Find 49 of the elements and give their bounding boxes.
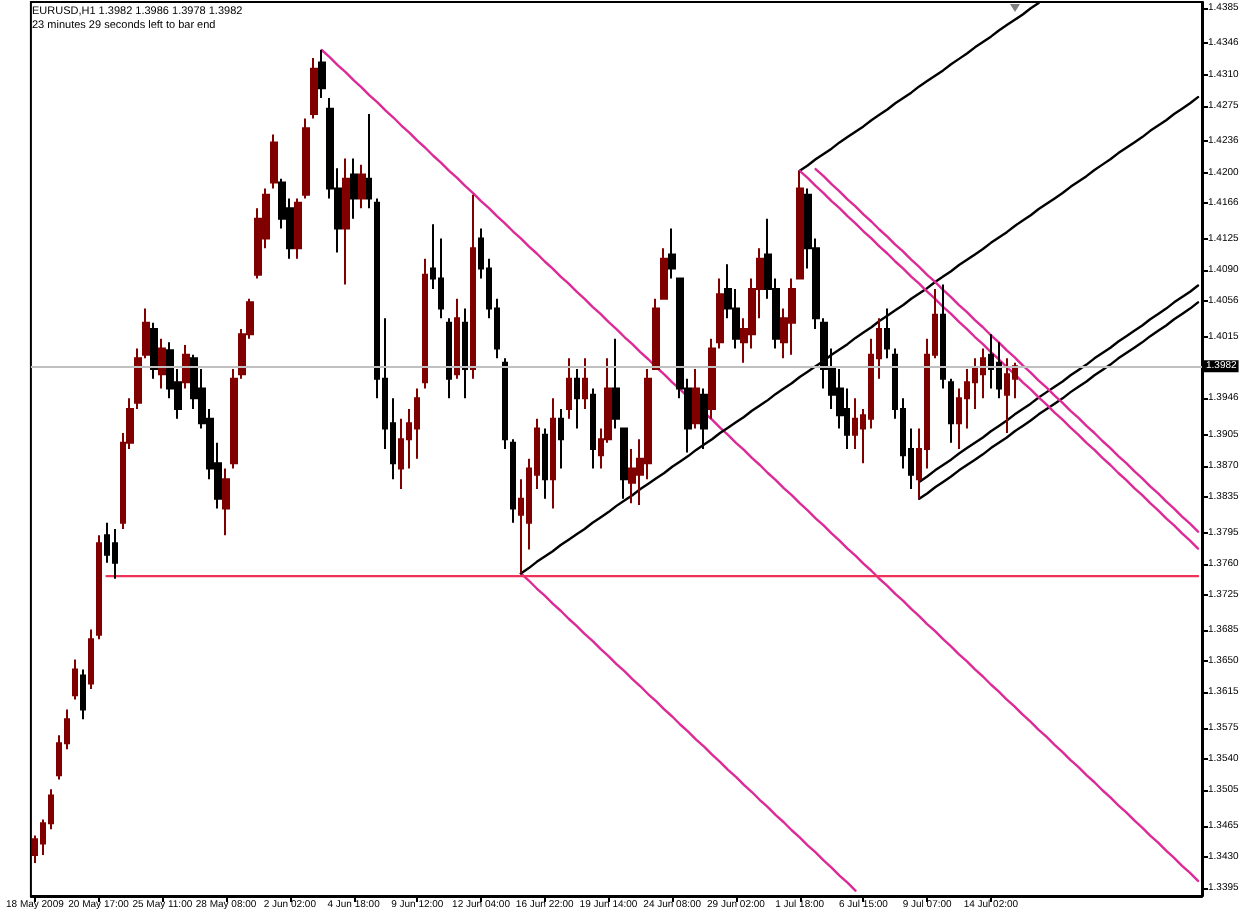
candlestick <box>158 337 166 390</box>
candlestick <box>96 534 102 641</box>
candlestick <box>112 527 118 580</box>
candlestick <box>342 157 350 286</box>
candlestick <box>558 408 564 470</box>
candlestick <box>366 112 372 210</box>
candlestick <box>358 163 366 210</box>
candlestick <box>462 307 468 400</box>
candlestick <box>996 341 1002 400</box>
candlestick <box>80 668 86 721</box>
candlestick <box>72 658 78 701</box>
candlestick <box>620 427 628 500</box>
candlestick <box>88 628 94 690</box>
candlestick <box>582 357 588 411</box>
candlestick <box>150 321 158 380</box>
candlestick <box>660 247 668 300</box>
candlestick <box>988 333 994 390</box>
candlestick <box>948 377 954 444</box>
candlestick <box>574 368 580 430</box>
candlestick <box>270 133 278 190</box>
candlestick <box>550 397 556 510</box>
candlestick <box>652 297 660 371</box>
line-series <box>519 572 857 892</box>
candlestick <box>1004 357 1010 434</box>
candlestick <box>788 277 796 356</box>
candlestick <box>302 117 310 200</box>
candlestick <box>454 297 460 380</box>
candlestick <box>294 197 302 260</box>
candlestick <box>318 48 326 99</box>
candlestick <box>668 227 676 280</box>
candlestick <box>182 344 190 390</box>
candlestick <box>542 427 548 500</box>
candlestick <box>398 417 404 490</box>
candlestick <box>422 257 428 390</box>
candlestick <box>692 368 700 430</box>
candlestick <box>612 337 620 430</box>
candlestick <box>222 467 230 537</box>
candlestick <box>884 307 890 360</box>
candlestick <box>502 357 508 450</box>
candlestick <box>470 193 476 380</box>
candlestick <box>446 317 452 400</box>
candlestick <box>566 357 572 420</box>
candlestick <box>350 157 358 220</box>
candlestick <box>310 56 318 120</box>
candlestick <box>510 438 516 524</box>
candlestick <box>940 283 946 390</box>
candlestick <box>700 387 708 450</box>
candlestick <box>796 169 804 280</box>
candlestick <box>590 387 596 470</box>
